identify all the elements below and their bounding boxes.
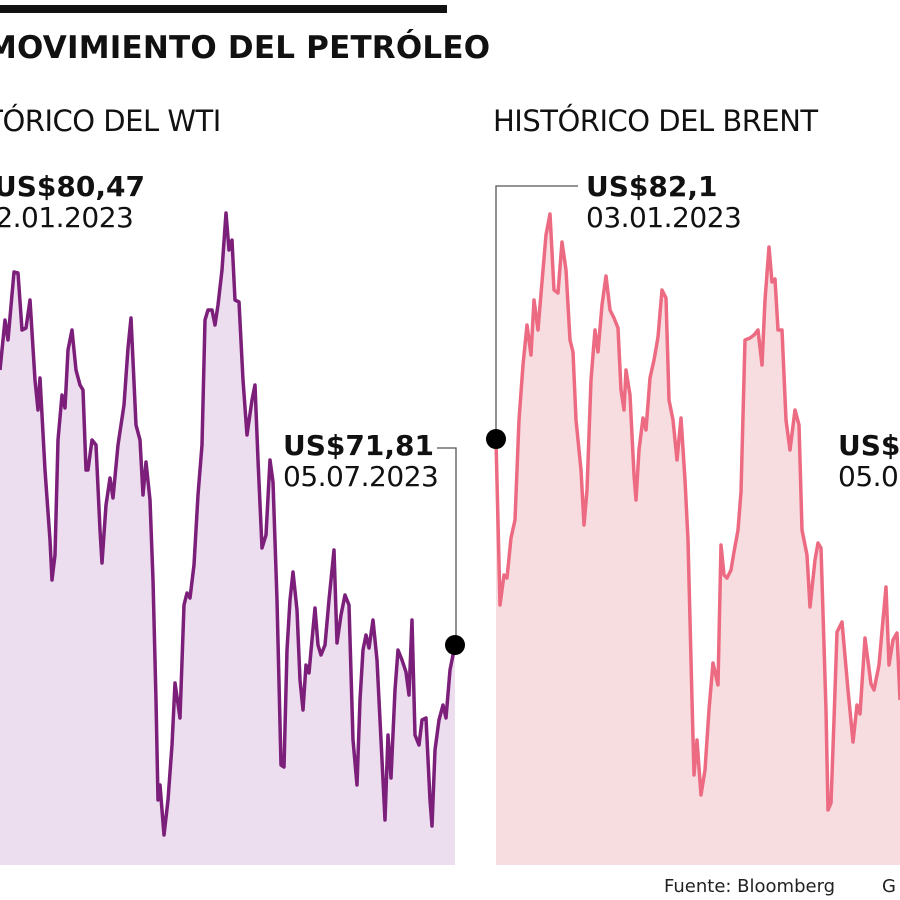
wti-end-date: 05.07.2023 — [283, 460, 439, 493]
brent-area-fill — [496, 214, 900, 865]
brent-start-annotation: US$82,1 03.01.2023 — [586, 170, 742, 234]
brent-end-value: US$ — [838, 429, 900, 462]
brent-panel-title: HISTÓRICO DEL BRENT — [493, 104, 818, 138]
brent-start-marker — [486, 429, 506, 449]
brent-line — [494, 212, 900, 812]
brent-start-leader — [495, 185, 578, 440]
wti-end-leader — [437, 447, 457, 645]
wti-start-date: 02.01.2023 — [0, 201, 134, 234]
top-rule — [0, 5, 447, 13]
wti-area-fill — [0, 213, 455, 865]
wti-end-value: US$71,81 — [283, 429, 434, 462]
wti-line — [0, 211, 457, 837]
brent-end-annotation: US$ 05.0 — [838, 432, 900, 491]
wti-start-value: US$80,47 — [0, 170, 145, 203]
brent-end-date: 05.0 — [838, 460, 899, 493]
wti-panel-title: HISTÓRICO DEL WTI — [0, 104, 221, 138]
graphic-credit: G — [882, 876, 896, 897]
brent-start-value: US$82,1 — [586, 170, 718, 203]
brent-chart — [486, 185, 900, 865]
wti-chart — [0, 211, 465, 865]
wti-start-annotation: US$80,47 02.01.2023 — [0, 173, 145, 232]
source-note: Fuente: Bloomberg — [664, 876, 836, 897]
main-title: MOVIMIENTO DEL PETRÓLEO — [0, 30, 491, 66]
brent-start-date: 03.01.2023 — [586, 201, 742, 234]
wti-end-marker — [445, 635, 465, 655]
wti-end-annotation: US$71,81 05.07.2023 — [283, 429, 439, 493]
